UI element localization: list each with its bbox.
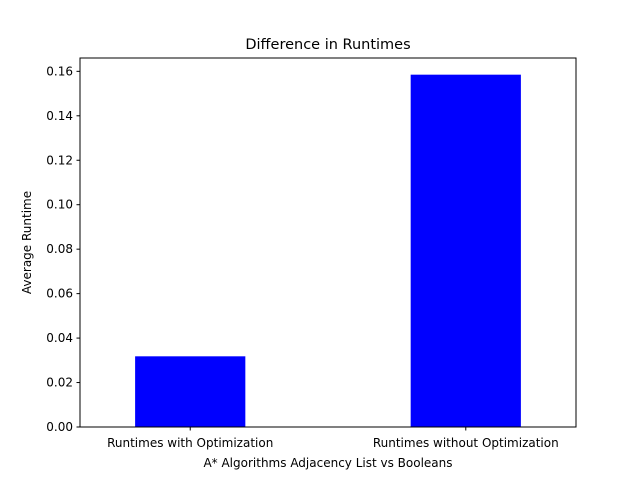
x-axis-ticks: Runtimes with Optimization Runtimes witho… xyxy=(107,427,559,450)
x-tick-label: Runtimes with Optimization xyxy=(107,436,273,450)
chart-title: Difference in Runtimes xyxy=(245,37,410,53)
y-tick-label: 0.12 xyxy=(46,153,73,167)
y-tick-label: 0.10 xyxy=(46,198,73,212)
bar-1 xyxy=(410,74,521,427)
x-tick-label: Runtimes without Optimization xyxy=(373,436,559,450)
plot-frame xyxy=(79,57,577,428)
y-tick-label: 0.04 xyxy=(46,331,73,345)
y-tick-label: 0.00 xyxy=(46,420,73,434)
bar-0 xyxy=(135,356,246,427)
y-tick-label: 0.08 xyxy=(46,242,73,256)
y-tick-label: 0.14 xyxy=(46,109,73,123)
y-tick-label: 0.02 xyxy=(46,376,73,390)
bars-group xyxy=(135,74,521,427)
x-axis-label: A* Algorithms Adjacency List vs Booleans xyxy=(203,456,452,470)
y-tick-label: 0.06 xyxy=(46,287,73,301)
y-tick-label: 0.16 xyxy=(46,64,73,78)
y-axis-label: Average Runtime xyxy=(20,191,34,294)
y-axis-ticks: 0.00 0.02 0.04 0.06 0.08 0.10 0.12 0.14 0.16 xyxy=(46,64,80,434)
